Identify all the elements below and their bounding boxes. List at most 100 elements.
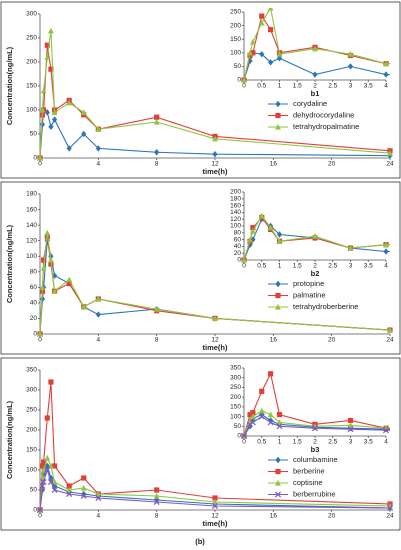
marker xyxy=(153,498,160,506)
marker xyxy=(250,50,256,56)
marker xyxy=(48,123,54,130)
marker xyxy=(383,71,389,78)
marker xyxy=(312,45,318,52)
marker xyxy=(66,486,73,493)
marker xyxy=(51,463,58,469)
y-tick-label: 0 xyxy=(237,433,241,440)
marker xyxy=(81,490,87,498)
x-tick-label: 24 xyxy=(386,161,394,168)
y-tick-label: 0 xyxy=(237,77,241,84)
series-group xyxy=(241,8,390,84)
y-tick-label: 250 xyxy=(230,384,241,391)
y-axis-label: Concentration(ng/mL) xyxy=(5,224,14,303)
x-tick-label: 12 xyxy=(211,337,219,344)
marker xyxy=(312,233,318,239)
marker xyxy=(81,130,87,138)
x-tick-label: 2.5 xyxy=(328,439,337,446)
inset-label: b1 xyxy=(311,89,320,98)
x-tick-label: 0 xyxy=(242,263,246,270)
marker xyxy=(51,478,58,485)
series-line xyxy=(39,30,391,159)
y-tick-label: 150 xyxy=(230,404,241,411)
y-tick-label: 50 xyxy=(30,131,38,138)
marker xyxy=(383,248,389,255)
marker xyxy=(44,466,51,474)
marker xyxy=(276,51,283,57)
y-tick-label: 50 xyxy=(30,487,38,494)
marker xyxy=(80,492,87,500)
marker xyxy=(39,121,46,128)
y-tick-label: 60 xyxy=(234,236,242,243)
marker xyxy=(383,241,389,248)
y-tick-label: 200 xyxy=(230,394,241,401)
x-tick-label: 0.5 xyxy=(257,439,266,446)
marker xyxy=(66,483,72,489)
series-line xyxy=(39,232,391,335)
marker xyxy=(275,100,281,108)
x-tick-label: 8 xyxy=(155,513,159,520)
marker xyxy=(249,413,256,420)
marker xyxy=(48,66,54,72)
marker xyxy=(153,118,160,125)
marker xyxy=(347,63,354,70)
marker xyxy=(80,484,87,491)
inset-bg xyxy=(224,362,394,450)
marker xyxy=(267,411,274,418)
marker xyxy=(37,330,43,337)
marker xyxy=(258,413,265,420)
marker xyxy=(95,145,101,152)
marker xyxy=(267,8,274,11)
marker xyxy=(382,427,390,434)
y-tick-label: 0 xyxy=(33,507,37,514)
marker xyxy=(347,426,354,433)
x-tick-label: 8 xyxy=(155,337,159,344)
y-tick-label: 350 xyxy=(230,365,241,372)
marker xyxy=(66,490,73,498)
marker xyxy=(249,228,256,234)
x-tick-label: 16 xyxy=(270,513,278,520)
y-tick-label: 350 xyxy=(26,367,37,374)
marker xyxy=(347,245,354,251)
marker xyxy=(250,410,256,416)
x-tick-label: 3 xyxy=(349,439,353,446)
marker xyxy=(212,315,218,322)
x-tick-label: 0.5 xyxy=(257,263,266,270)
x-tick-label: 1 xyxy=(278,263,282,270)
x-tick-label: 12 xyxy=(211,513,219,520)
y-tick-label: 200 xyxy=(230,189,241,196)
x-tick-label: 4 xyxy=(97,513,101,520)
marker xyxy=(268,27,274,33)
marker xyxy=(153,492,160,499)
legend-label: columbamine xyxy=(293,455,338,464)
marker xyxy=(250,225,256,231)
marker xyxy=(249,419,256,426)
y-tick-label: 200 xyxy=(26,427,37,434)
marker xyxy=(387,150,393,156)
x-tick-label: 1.5 xyxy=(293,83,302,90)
marker xyxy=(44,109,50,116)
legend-label: palmatine xyxy=(293,290,326,299)
panel-border xyxy=(0,181,401,355)
y-tick-label: 40 xyxy=(234,243,242,250)
legend-label: tetrahydropalmatine xyxy=(293,122,359,131)
marker xyxy=(95,126,102,132)
marker xyxy=(154,149,160,156)
x-tick-label: 1 xyxy=(278,83,282,90)
marker xyxy=(36,506,44,514)
x-tick-label: 2.5 xyxy=(328,83,337,90)
marker xyxy=(276,238,283,244)
marker xyxy=(347,417,354,424)
y-tick-label: 80 xyxy=(234,230,242,237)
legend-label: berberine xyxy=(293,466,325,475)
marker xyxy=(44,229,51,236)
y-tick-label: 0 xyxy=(33,331,37,338)
marker xyxy=(44,415,50,421)
marker xyxy=(240,432,248,440)
y-tick-label: 80 xyxy=(30,268,38,275)
y-tick-label: 100 xyxy=(230,50,241,57)
marker xyxy=(154,487,160,493)
x-tick-label: 0.5 xyxy=(257,83,266,90)
marker xyxy=(276,423,283,430)
marker xyxy=(275,479,281,486)
